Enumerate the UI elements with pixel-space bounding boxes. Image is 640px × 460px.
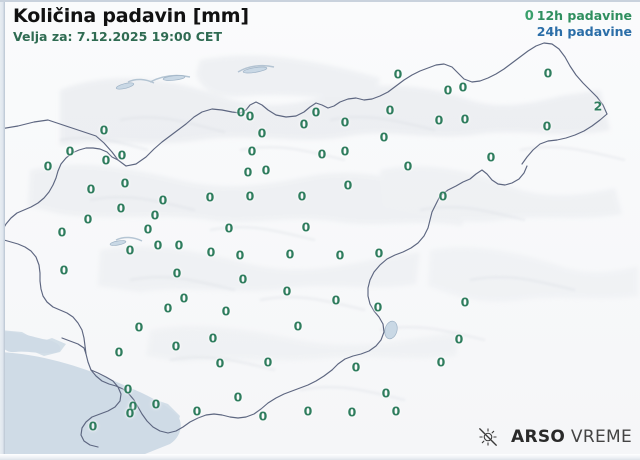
sun-crossed-icon xyxy=(479,428,497,446)
arso-name-bold: ARSO xyxy=(511,427,566,447)
page-title: Količina padavin [mm] xyxy=(13,5,249,27)
sea-main xyxy=(0,352,181,458)
legend-label-12h: 12h padavine xyxy=(536,8,632,23)
frame-top-edge xyxy=(0,0,640,2)
legend-row-24h: 24h padavine xyxy=(525,24,632,39)
valid-time-label: Velja za: 7.12.2025 19:00 CET xyxy=(13,29,222,44)
arso-branding[interactable]: ARSO VREME xyxy=(477,426,632,448)
arso-wordmark: ARSO VREME xyxy=(511,427,632,447)
legend-label-24h: 24h padavine xyxy=(536,24,632,39)
terrain-shading xyxy=(28,55,638,362)
gulf-trieste xyxy=(0,331,61,354)
header-block: Količina padavin [mm] Velja za: 7.12.202… xyxy=(13,5,249,45)
arso-name-light: VREME xyxy=(570,427,632,447)
legend: 0 12h padavine 24h padavine xyxy=(525,8,632,39)
border-lines xyxy=(0,42,608,448)
terrain-streaks xyxy=(59,116,626,401)
legend-row-12h: 0 12h padavine xyxy=(525,8,632,24)
frame-bottom-edge xyxy=(0,454,640,460)
legend-sample-value: 0 xyxy=(524,9,534,24)
frame-left-edge xyxy=(0,0,5,460)
lake-shapes xyxy=(109,66,398,340)
